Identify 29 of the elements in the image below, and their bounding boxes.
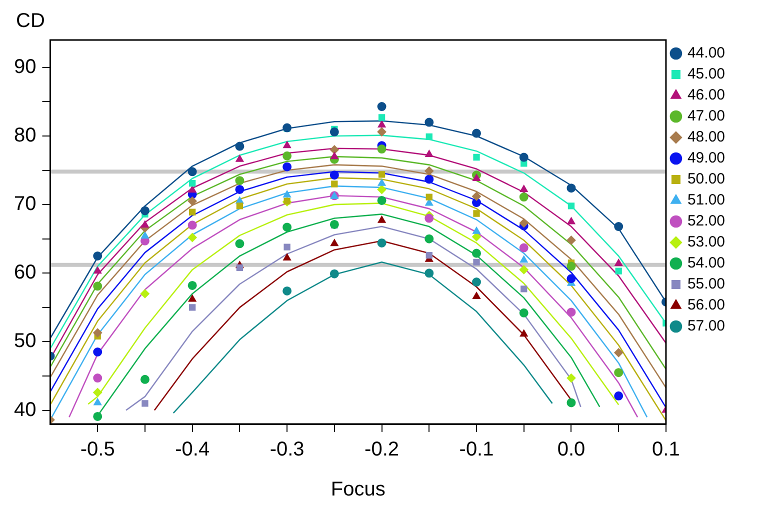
x-axis-title: Focus (330, 478, 386, 501)
legend-label: 54.00 (687, 254, 726, 272)
y-axis-title: CD (16, 10, 45, 33)
x-tick-label: -0.4 (175, 438, 210, 461)
legend-label: 53.00 (687, 234, 726, 251)
x-tick-label: -0.2 (364, 438, 400, 461)
x-tick-label: 0.1 (652, 438, 680, 461)
legend-label: 49.00 (687, 150, 726, 167)
x-tick-label: -0.5 (80, 438, 115, 461)
y-tick-label: 70 (14, 193, 36, 216)
legend-label: 44.00 (687, 44, 726, 62)
y-tick-label: 60 (14, 262, 36, 284)
y-tick-label: 80 (14, 124, 36, 147)
legend-label: 51.00 (687, 192, 726, 209)
legend-label: 56.00 (687, 296, 726, 314)
legend-label: 57.00 (687, 318, 726, 335)
y-tick-label: 90 (14, 56, 36, 78)
legend-label: 47.00 (687, 108, 726, 125)
x-tick-label: -0.1 (459, 438, 494, 461)
legend-label: 45.00 (687, 66, 726, 83)
legend-label: 48.00 (687, 128, 726, 146)
legend-label: 50.00 (687, 170, 726, 188)
legend-label: 55.00 (687, 276, 726, 293)
legend-label: 46.00 (687, 86, 726, 104)
x-tick-label: -0.3 (270, 438, 304, 461)
x-tick-label: 0.0 (557, 438, 586, 461)
y-tick-label: 50 (14, 330, 36, 352)
y-tick-label: 40 (14, 398, 36, 421)
legend-label: 52.00 (687, 212, 726, 230)
